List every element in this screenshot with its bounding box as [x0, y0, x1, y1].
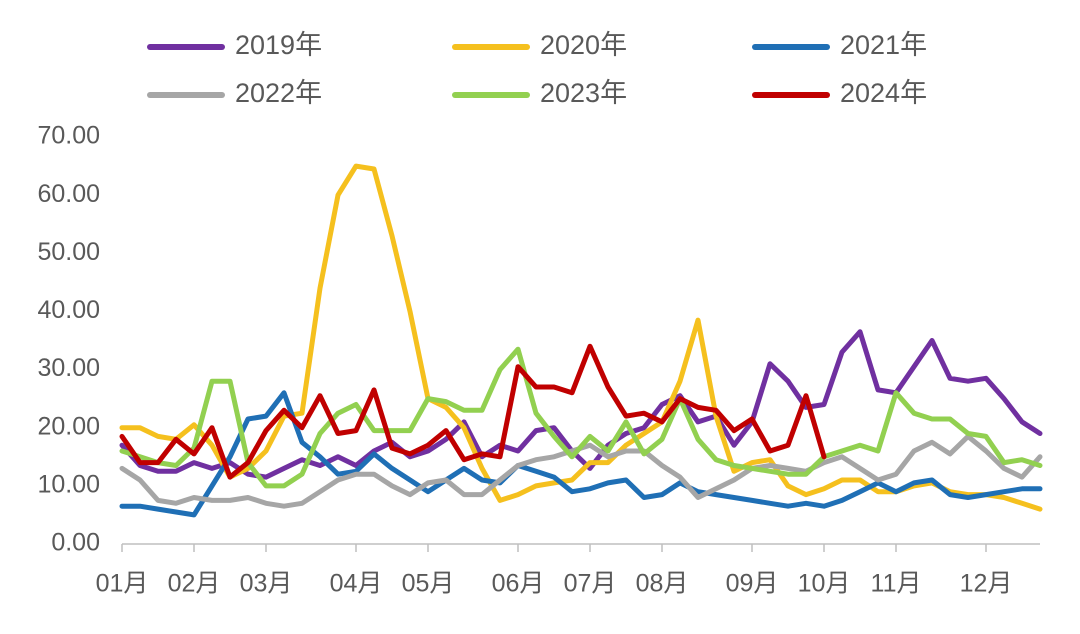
series-line [119, 343, 827, 480]
y-tick-label: 30.00 [37, 354, 100, 382]
x-tick-label: 12月 [960, 570, 1013, 598]
legend-label: 2021年 [840, 30, 927, 60]
y-tick-label: 10.00 [37, 470, 100, 498]
legend-label: 2023年 [540, 78, 627, 108]
x-tick-label: 08月 [636, 570, 689, 598]
legend-label: 2022年 [235, 78, 322, 108]
y-tick-label: 50.00 [37, 238, 100, 266]
y-tick-label: 70.00 [37, 122, 100, 150]
legend-label: 2024年 [840, 78, 927, 108]
series-line [119, 390, 1043, 518]
series-line [119, 163, 1043, 512]
x-tick-label: 04月 [330, 570, 383, 598]
x-tick-label: 01月 [96, 570, 149, 598]
x-tick-label: 10月 [798, 570, 851, 598]
x-tick-label: 11月 [871, 570, 922, 598]
x-tick-label: 09月 [726, 570, 779, 598]
x-tick-label: 02月 [168, 570, 221, 598]
series-line [119, 346, 1043, 489]
x-tick-label: 05月 [402, 570, 455, 598]
legend-label: 2020年 [540, 30, 627, 60]
y-tick-label: 40.00 [37, 296, 100, 324]
x-tick-label: 06月 [492, 570, 545, 598]
x-tick-label: 03月 [240, 570, 293, 598]
legend-label: 2019年 [235, 30, 322, 60]
y-tick-label: 20.00 [37, 412, 100, 440]
y-tick-label: 60.00 [37, 180, 100, 208]
series-line [119, 329, 1043, 480]
x-tick-label: 07月 [564, 570, 617, 598]
y-tick-label: 0.00 [51, 529, 100, 557]
